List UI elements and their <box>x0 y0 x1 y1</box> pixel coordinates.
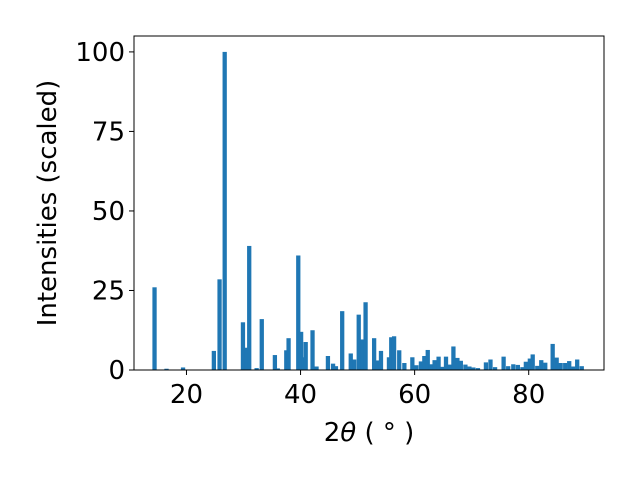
bar <box>488 359 493 370</box>
bar <box>443 356 449 370</box>
bar <box>402 363 407 370</box>
bar <box>567 361 572 370</box>
bar <box>164 368 169 370</box>
bar <box>330 363 336 370</box>
bar <box>272 355 278 370</box>
bar <box>240 322 246 370</box>
bar <box>535 365 540 370</box>
bar <box>386 357 392 370</box>
bar <box>217 279 222 370</box>
bar <box>222 51 227 371</box>
bar <box>432 360 437 370</box>
bar <box>340 311 345 370</box>
bar <box>463 364 468 370</box>
y-tick-label: 0 <box>108 356 125 386</box>
bar <box>418 361 424 370</box>
bar <box>296 255 301 370</box>
bar <box>550 343 555 370</box>
bar <box>303 342 308 370</box>
bar <box>352 359 357 370</box>
bar <box>422 356 427 370</box>
bar <box>475 368 481 370</box>
bar <box>447 364 452 370</box>
y-tick-label: 75 <box>92 117 125 147</box>
bar <box>298 331 304 370</box>
x-tick-label: 60 <box>398 380 431 410</box>
bar <box>539 360 544 370</box>
bar <box>554 357 559 370</box>
bar <box>523 361 528 370</box>
bar <box>348 353 353 370</box>
x-tick-label: 80 <box>512 380 545 410</box>
x-tick-label: 40 <box>284 380 317 410</box>
x-axis-label-unit: ( ° ) <box>356 418 414 448</box>
bars-group <box>152 51 584 371</box>
bar <box>275 368 280 370</box>
bar <box>451 346 456 370</box>
bar <box>410 357 415 370</box>
bar <box>467 366 472 370</box>
bar <box>259 319 264 370</box>
bar <box>254 368 259 370</box>
x-tick-label: 20 <box>170 380 203 410</box>
bar <box>333 366 339 370</box>
bar <box>515 364 521 370</box>
y-tick-label: 25 <box>92 276 125 306</box>
bar <box>244 347 249 370</box>
bar <box>310 330 315 370</box>
bar <box>483 362 489 370</box>
bar <box>314 366 319 370</box>
bar <box>286 338 291 370</box>
bar <box>471 367 476 370</box>
x-axis-label-prefix: 2 <box>324 418 341 448</box>
bar <box>363 302 368 370</box>
bar <box>356 314 361 370</box>
bar <box>247 245 252 370</box>
bar <box>506 366 511 370</box>
bar <box>579 366 584 370</box>
bar <box>520 367 525 370</box>
y-tick-label: 50 <box>92 197 125 227</box>
bar <box>211 350 216 370</box>
bar <box>455 357 460 370</box>
x-axis-label-theta: θ <box>340 418 356 448</box>
bar <box>284 350 289 370</box>
bar <box>558 363 563 370</box>
bar <box>389 337 394 370</box>
x-axis-ticks: 20 40 60 80 <box>170 370 545 410</box>
bar <box>458 360 463 370</box>
bar <box>180 367 186 370</box>
bar <box>575 359 580 370</box>
x-axis-label: 2θ ( ° ) <box>324 418 415 448</box>
bar <box>501 356 506 370</box>
plot-frame <box>133 35 605 371</box>
bar <box>152 287 157 370</box>
bar <box>527 358 532 370</box>
bar <box>325 356 331 370</box>
bar <box>439 366 445 370</box>
bar <box>428 364 433 370</box>
bar <box>375 360 381 370</box>
bar <box>436 356 441 370</box>
bar <box>571 366 576 370</box>
y-axis-label: Intensities (scaled) <box>33 80 63 327</box>
bar <box>511 364 516 370</box>
bar <box>391 336 397 370</box>
bar <box>492 367 498 370</box>
bar <box>563 363 568 370</box>
y-tick-label: 100 <box>75 38 125 68</box>
y-axis-ticks: 0 25 50 75 100 <box>75 38 134 386</box>
bar <box>414 365 419 370</box>
bar <box>378 350 384 370</box>
bar <box>530 354 535 370</box>
bar <box>371 338 377 370</box>
bar <box>397 350 402 370</box>
bar <box>425 349 430 370</box>
bar <box>543 362 548 370</box>
bar <box>360 339 365 370</box>
